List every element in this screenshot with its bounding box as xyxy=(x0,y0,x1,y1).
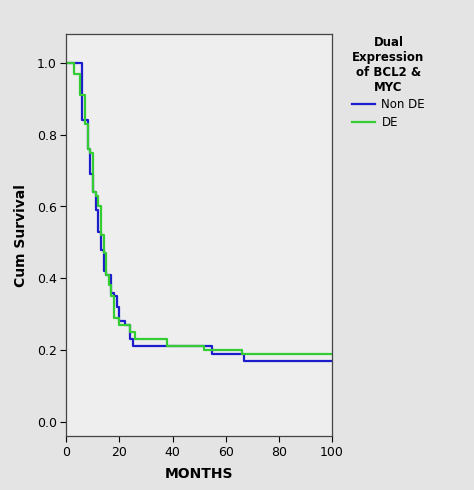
DE xyxy=(329,351,335,357)
DE xyxy=(87,146,93,152)
DE xyxy=(122,322,128,328)
X-axis label: MONTHS: MONTHS xyxy=(165,467,233,481)
Non DE xyxy=(93,189,99,195)
Non DE xyxy=(64,60,69,66)
DE xyxy=(133,336,138,342)
Non DE xyxy=(241,358,247,364)
Line: DE: DE xyxy=(66,63,332,354)
DE xyxy=(239,351,245,357)
Non DE xyxy=(329,358,335,364)
DE xyxy=(117,315,122,320)
Non DE xyxy=(130,336,136,342)
Non DE xyxy=(143,343,149,349)
Legend: Non DE, DE: Non DE, DE xyxy=(348,32,428,133)
DE xyxy=(122,322,128,328)
DE xyxy=(100,250,106,256)
Non DE xyxy=(130,343,136,349)
Non DE xyxy=(127,322,133,328)
Non DE xyxy=(109,290,114,295)
Line: Non DE: Non DE xyxy=(66,63,332,361)
DE xyxy=(64,60,69,66)
Y-axis label: Cum Survival: Cum Survival xyxy=(14,184,28,287)
